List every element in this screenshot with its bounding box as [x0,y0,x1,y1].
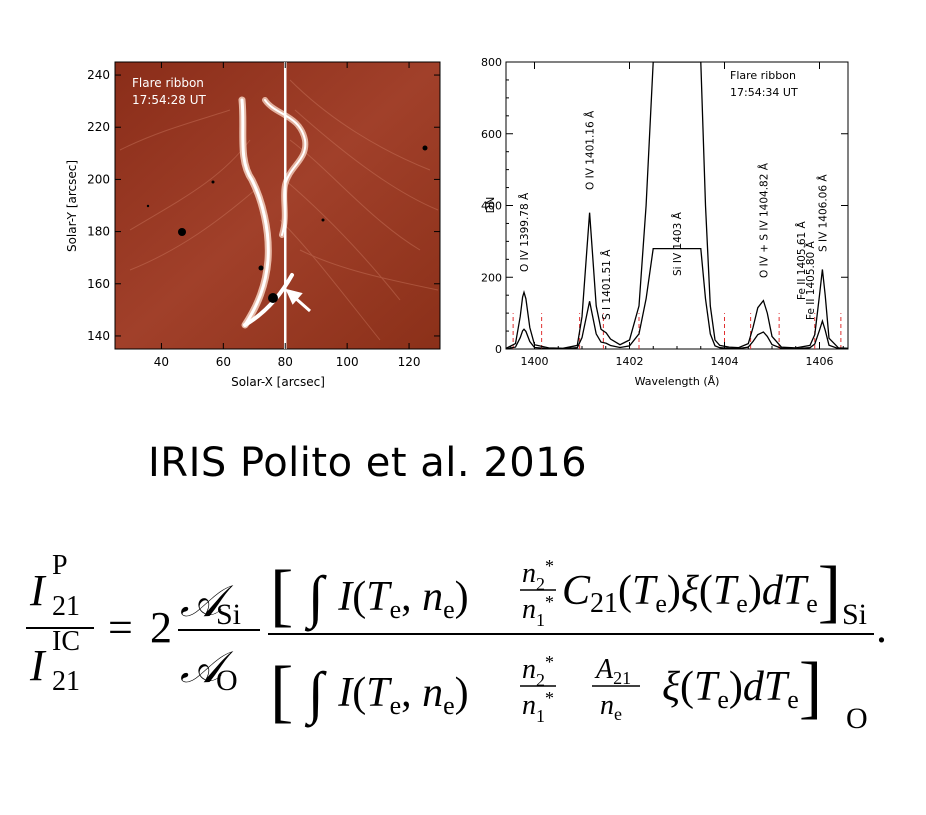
spectrum-ytick-label: 200 [481,271,502,284]
numerator-subscript-si: Si [842,598,867,631]
denominator-n-ratio-bottom: n1* [522,688,554,726]
line-label: Si IV 1403 Å [671,211,684,276]
spectrum-xlabel: Wavelength (Å) [635,375,720,388]
image-xlabel: Solar-X [arcsec] [231,375,325,389]
denominator-rest: ξ(Te)dTe] [662,649,822,726]
image-axes: 40 60 80 100 120 140 160 180 200 220 240 [87,62,440,369]
image-xtick-label: 60 [216,355,231,369]
image-ytick-label: 200 [87,172,110,186]
denominator-n-ratio-top: n2* [522,652,554,690]
spectrum-ytick-label: 0 [495,343,502,356]
image-xtick-label: 80 [278,355,293,369]
line-label: Fe II 1405.61 Å [795,220,808,300]
lhs-numerator: I [29,566,47,615]
ratio-denominator-sub: O [216,664,238,697]
spectrum-frame [505,61,849,350]
spectrum-line-second [506,247,848,349]
arrow-icon [285,288,311,313]
line-label: S I 1401.51 Å [600,249,613,320]
spectrum-xtick-label: 1406 [806,355,834,368]
line-label: O IV + S IV 1404.82 Å [757,162,770,278]
image-panel: Flare ribbon 17:54:28 UT 40 60 80 100 120 140… [65,61,441,389]
numerator-n-ratio-top: n2* [522,556,554,594]
image-label-line1: Flare ribbon [132,76,204,90]
line-labels: O IV 1399.78 Å O IV 1401.16 Å S I 1401.51 … [518,110,829,320]
spectrum-xtick-label: 1400 [521,355,549,368]
numerator-rest: C21(Te)ξ(Te)dTe] [562,553,841,630]
image-ytick-label: 220 [87,120,110,134]
spectrum-axes: 1400 1402 1404 1406 0 200 400 600 800 [481,56,848,368]
lhs-numerator-sub: 21 [52,591,80,622]
integral-numerator: [ ∫ I(Te, ne) [270,557,469,634]
image-label-line2: 17:54:28 UT [132,93,206,107]
spectrum-xtick-label: 1404 [711,355,739,368]
image-ytick-label: 180 [87,225,110,239]
spectrum-label-line1: Flare ribbon [730,69,796,82]
figure: Flare ribbon 17:54:28 UT 40 60 80 100 120 140… [65,56,849,389]
integral-fraction: [ ∫ I(Te, ne) n2* n1* C21(Te)ξ(Te)dTe] S… [268,553,874,735]
lhs-fraction: I P 21 I IC 21 [26,550,94,697]
integral-denominator: [ ∫ I(Te, ne) [270,653,469,730]
spectrum-ylabel: DN [484,197,497,214]
line-label: O IV 1399.78 Å [518,192,531,272]
line-label: O IV 1401.16 Å [584,110,597,190]
lhs-denominator-sup: IC [52,626,80,657]
formula-period: . [876,603,887,652]
abundance-ratio: 𝒜 Si 𝒜 O [178,577,260,697]
denominator-subscript-o: O [846,702,868,735]
image-ylabel: Solar-Y [arcsec] [65,160,79,252]
formula: I P 21 I IC 21 = 2 𝒜 Si 𝒜 O [ ∫ I(Te, ne… [26,550,887,735]
spectrum-label-line2: 17:54:34 UT [730,86,798,99]
image-xtick-label: 100 [336,355,359,369]
caption: IRIS Polito et al. 2016 [148,440,588,486]
denominator-a21-bottom: ne [600,690,622,724]
spectrum-ytick-label: 600 [481,128,502,141]
image-ytick-label: 160 [87,277,110,291]
denominator-a21-top: A21 [594,654,631,688]
loop-texture [119,79,439,341]
lhs-denominator: I [29,641,47,690]
spectrum-panel: 1400 1402 1404 1406 0 200 400 600 800 O IV 1399.… [481,56,849,388]
image-ytick-label: 140 [87,329,110,343]
image-xtick-label: 40 [154,355,169,369]
spectrum-ytick-label: 800 [481,56,502,69]
spectrum-ytick-label: 400 [481,200,502,213]
lhs-denominator-sub: 21 [52,666,80,697]
spectrum-xtick-label: 1402 [616,355,644,368]
line-label: Fe II 1405.80 Å [804,240,817,320]
image-ytick-label: 240 [87,68,110,82]
numerator-n-ratio-bottom: n1* [522,592,554,630]
dark-spots [146,145,428,303]
ratio-numerator-sub: Si [216,598,241,631]
equals-sign: = [108,603,133,652]
line-label: S IV 1406.06 Å [816,174,829,252]
coefficient: 2 [150,603,172,652]
lhs-numerator-sup: P [52,550,68,581]
image-xtick-label: 120 [398,355,421,369]
